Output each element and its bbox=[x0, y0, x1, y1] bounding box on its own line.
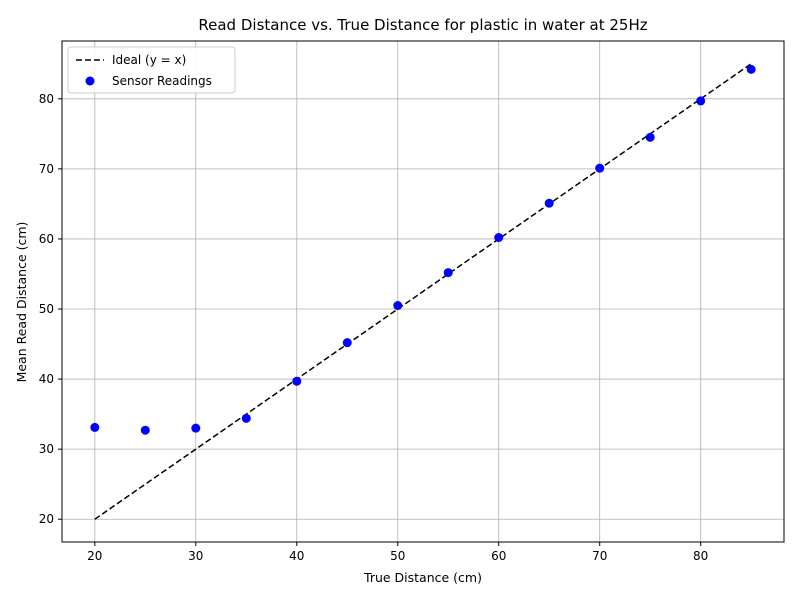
sensor-reading-point bbox=[191, 423, 201, 433]
legend: Ideal (y = x) Sensor Readings bbox=[67, 46, 236, 94]
x-axis-label: True Distance (cm) bbox=[363, 570, 482, 585]
sensor-reading-point bbox=[241, 413, 251, 423]
x-tick-label: 50 bbox=[390, 549, 405, 563]
sensor-reading-point bbox=[696, 96, 706, 106]
legend-box bbox=[67, 46, 236, 94]
chart-title: Read Distance vs. True Distance for plas… bbox=[198, 16, 647, 34]
sensor-reading-point bbox=[443, 268, 453, 278]
sensor-reading-point bbox=[342, 338, 352, 348]
y-tick-label: 60 bbox=[39, 232, 54, 246]
sensor-reading-point bbox=[645, 132, 655, 142]
x-tick-label: 40 bbox=[289, 549, 304, 563]
sensor-reading-point bbox=[595, 163, 605, 173]
x-tick-label: 20 bbox=[87, 549, 102, 563]
x-tick-label: 30 bbox=[188, 549, 203, 563]
tick-layer: 20 30 40 50 60 70 80 20 30 40 50 60 70 80 bbox=[39, 92, 709, 563]
y-tick-label: 50 bbox=[39, 302, 54, 316]
legend-entry-label: Ideal (y = x) bbox=[112, 53, 186, 67]
legend-entry-label: Sensor Readings bbox=[112, 74, 212, 88]
y-tick-label: 30 bbox=[39, 442, 54, 456]
sensor-reading-point bbox=[393, 301, 403, 311]
ideal-line bbox=[94, 63, 752, 520]
x-tick-label: 60 bbox=[491, 549, 506, 563]
grid-layer bbox=[62, 41, 784, 542]
sensor-reading-point bbox=[90, 422, 100, 432]
sensor-reading-point bbox=[140, 425, 150, 435]
sensor-reading-point bbox=[292, 376, 302, 386]
legend-marker-swatch bbox=[85, 76, 95, 86]
sensor-reading-point bbox=[494, 233, 504, 243]
x-tick-label: 70 bbox=[592, 549, 607, 563]
sensor-reading-point bbox=[746, 64, 756, 74]
x-tick-label: 80 bbox=[693, 549, 708, 563]
y-tick-label: 80 bbox=[39, 92, 54, 106]
y-tick-label: 20 bbox=[39, 512, 54, 526]
series-layer bbox=[90, 63, 756, 520]
plot-frame bbox=[61, 40, 785, 543]
y-axis-label: Mean Read Distance (cm) bbox=[14, 222, 29, 383]
y-tick-label: 40 bbox=[39, 372, 54, 386]
sensor-reading-point bbox=[544, 198, 554, 208]
y-tick-label: 70 bbox=[39, 162, 54, 176]
